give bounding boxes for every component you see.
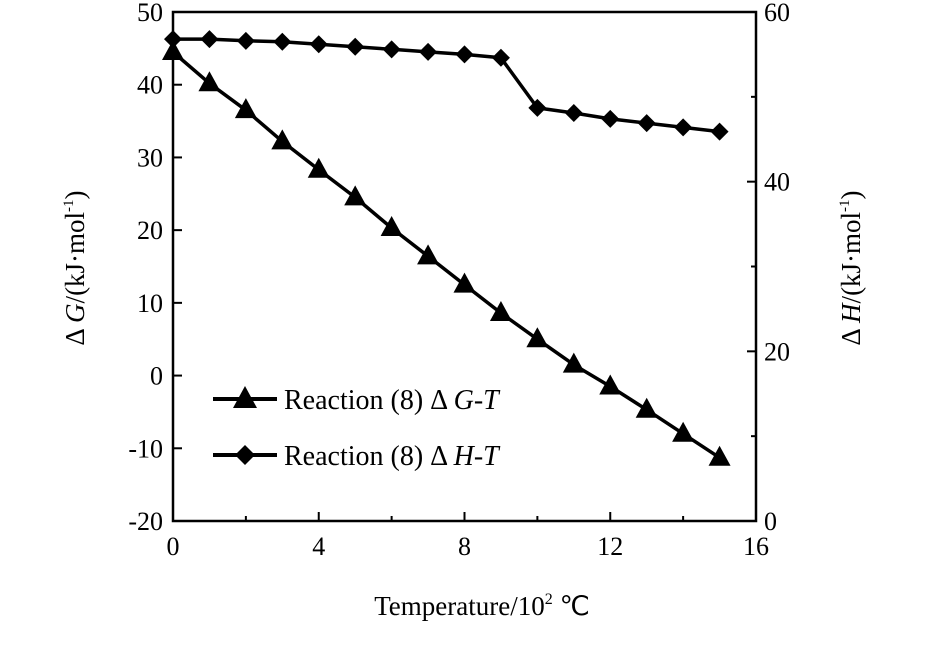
data-point-diamond xyxy=(637,114,656,133)
data-point-triangle xyxy=(489,301,512,322)
data-point-diamond xyxy=(564,103,583,122)
x-tick-label: 16 xyxy=(743,532,769,561)
data-point-triangle xyxy=(234,98,257,119)
y-left-tick-label: 40 xyxy=(137,71,163,100)
series-layer xyxy=(162,30,731,466)
y-axis-right-title: Δ H/(kJ·mol-1) xyxy=(836,190,866,345)
x-tick-label: 12 xyxy=(597,532,623,561)
series-delta-h xyxy=(164,30,729,141)
legend-label-delta-h: Reaction (8) Δ H-T xyxy=(284,441,501,472)
data-point-diamond xyxy=(601,109,620,128)
data-point-triangle xyxy=(162,39,184,60)
y-left-tick-label: 20 xyxy=(137,216,163,245)
data-point-triangle xyxy=(271,129,294,150)
data-point-triangle xyxy=(307,157,330,178)
legend-label-delta-g: Reaction (8) Δ G-T xyxy=(284,385,501,416)
y-axis-left: -20 -10 0 10 20 30 40 50 xyxy=(128,0,182,536)
y-left-tick-label: 50 xyxy=(137,0,163,27)
x-axis-title: Temperature/102 ℃ xyxy=(374,591,590,621)
data-point-diamond xyxy=(491,48,510,67)
x-axis: 0 4 8 12 16 xyxy=(167,512,769,561)
legend: Reaction (8) Δ G-T Reaction (8) Δ H-T xyxy=(213,385,501,472)
y-left-tick-label: 30 xyxy=(137,143,163,172)
series-delta-g xyxy=(162,39,731,466)
data-point-triangle xyxy=(198,71,221,92)
data-point-diamond xyxy=(273,32,292,51)
legend-diamond-marker xyxy=(235,445,255,465)
legend-entry-delta-h: Reaction (8) Δ H-T xyxy=(213,441,501,472)
data-point-diamond xyxy=(455,45,474,64)
data-point-diamond xyxy=(528,98,547,117)
legend-entry-delta-g: Reaction (8) Δ G-T xyxy=(213,385,501,416)
y-axis-left-title: Δ G/(kJ·mol-1) xyxy=(60,190,90,345)
data-point-triangle xyxy=(635,397,658,418)
data-point-diamond xyxy=(200,30,219,49)
y-left-tick-label: 10 xyxy=(137,289,163,318)
data-point-triangle xyxy=(562,352,585,373)
y-right-tick-label: 60 xyxy=(764,0,790,27)
y-right-tick-label: 0 xyxy=(764,507,777,536)
y-left-tick-label: -10 xyxy=(128,434,163,463)
data-point-diamond xyxy=(309,35,328,54)
data-point-diamond xyxy=(164,30,182,49)
x-tick-label: 8 xyxy=(458,532,471,561)
data-point-diamond xyxy=(674,118,693,137)
legend-triangle-marker xyxy=(233,386,257,408)
series-line xyxy=(171,50,721,460)
series-line xyxy=(173,37,720,134)
data-point-diamond xyxy=(236,31,255,50)
y-left-tick-label: 0 xyxy=(150,362,163,391)
y-right-tick-label: 40 xyxy=(764,168,790,197)
y-axis-right: 0 20 40 60 xyxy=(747,0,790,536)
data-point-triangle xyxy=(526,327,549,348)
data-point-triangle xyxy=(453,272,476,293)
y-right-tick-label: 20 xyxy=(764,337,790,366)
data-point-diamond xyxy=(710,122,729,141)
data-point-triangle xyxy=(672,421,695,442)
data-point-triangle xyxy=(344,185,367,206)
data-point-diamond xyxy=(382,40,401,59)
data-point-diamond xyxy=(346,37,365,56)
data-point-triangle xyxy=(380,215,403,236)
y-left-tick-label: -20 xyxy=(128,507,163,536)
data-point-diamond xyxy=(419,42,438,61)
data-point-triangle xyxy=(417,244,440,265)
data-point-triangle xyxy=(708,445,731,466)
x-tick-label: 4 xyxy=(312,532,325,561)
x-tick-label: 0 xyxy=(167,532,180,561)
data-point-triangle xyxy=(599,374,622,395)
